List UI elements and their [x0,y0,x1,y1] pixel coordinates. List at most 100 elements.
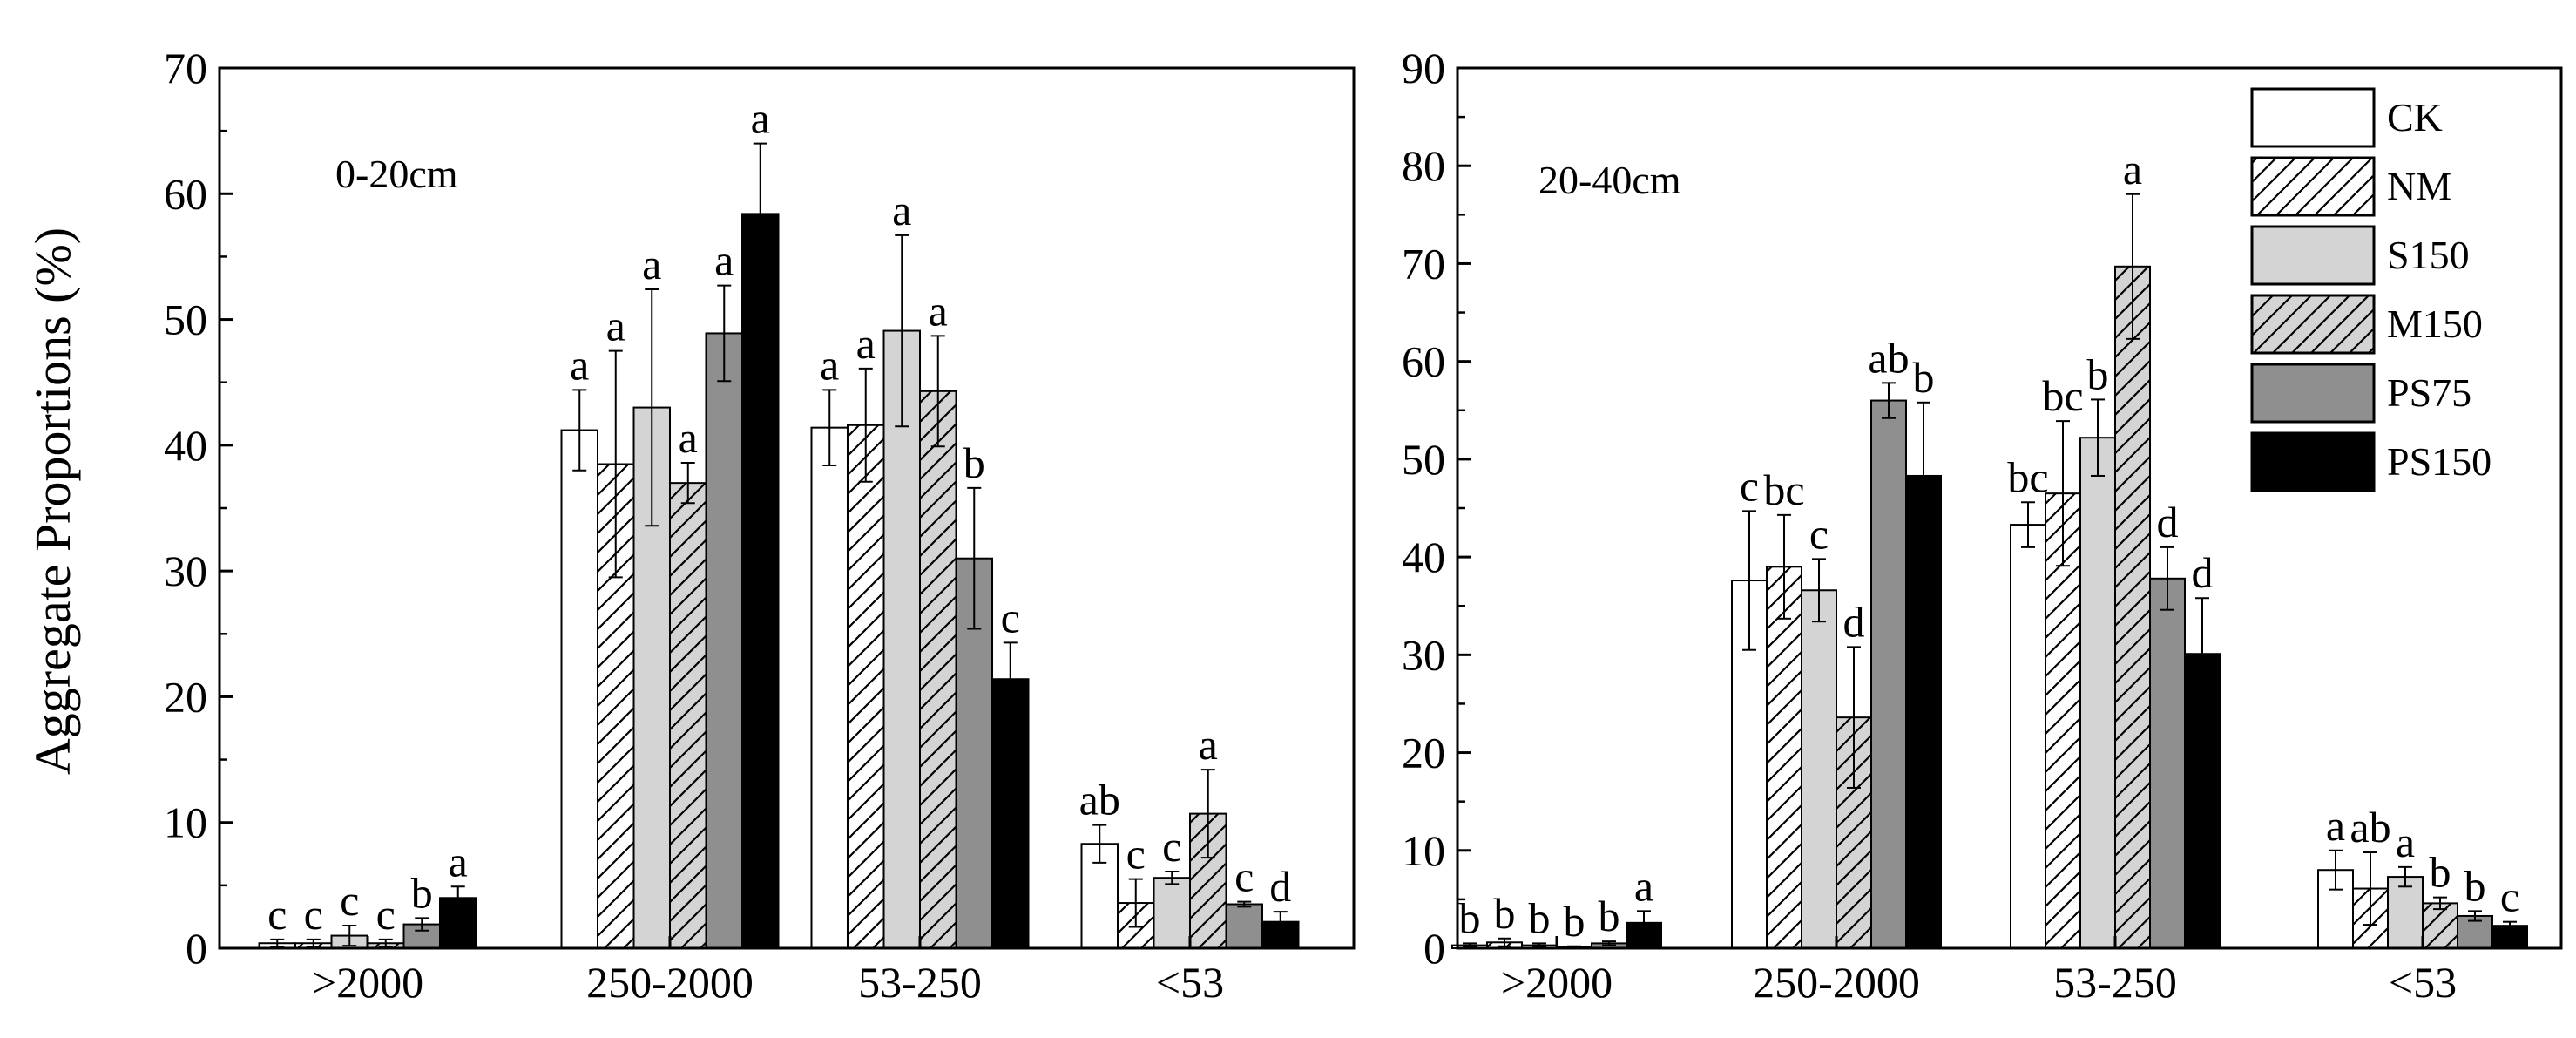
significance-letter: b [1913,353,1935,402]
significance-letter: a [642,240,661,288]
y-tick-label: 50 [1402,435,1445,484]
bar-m150-1 [669,482,707,949]
bar-s150-3 [1153,877,1191,950]
significance-letter: b [2087,349,2109,398]
significance-letter: d [1269,862,1291,911]
significance-letter: c [2500,872,2519,921]
significance-letter: b [1529,893,1551,942]
error-bars-right [1463,193,2517,949]
significance-letter: a [1634,861,1653,910]
significance-letter: b [1494,889,1516,938]
significance-letter: d [1843,597,1865,646]
bar-ck-2 [810,426,849,949]
significance-letter: c [267,890,287,939]
significance-letter: a [820,340,839,389]
bars-right [1451,265,2528,950]
x-tick-label: 250-2000 [586,958,754,1007]
significance-letter: a [2396,818,2415,866]
legend-swatch-ps150 [2250,431,2376,492]
y-tick-label: 40 [1402,533,1445,581]
bar-m150-3 [2422,902,2458,950]
significance-letter: c [376,890,396,939]
bar-m150-2 [919,390,957,950]
x-tick-label: 250-2000 [1753,958,1920,1007]
legend: CK NM S150 M150 PS75 PS150 [2245,80,2559,492]
significance-letter: c [1126,830,1146,879]
bar-nm-2 [2045,492,2081,949]
y-tick-label: 50 [164,295,207,344]
significance-letter: d [2157,498,2179,546]
y-tick-label: 20 [1402,729,1445,777]
significance-letter: c [1001,593,1020,641]
significance-letter: b [1564,897,1585,946]
y-tick-label: 60 [1402,337,1445,386]
plot-frame-left [218,66,1356,950]
significance-letter: a [892,186,911,234]
legend-swatch-ck [2250,87,2376,148]
y-tick-label: 30 [164,546,207,595]
significance-letter: c [1234,852,1254,901]
bar-m150-2 [2114,265,2151,949]
significance-letter: b [2430,848,2451,897]
bar-s150-3 [2387,876,2424,949]
significance-letter: a [570,340,589,389]
x-tick-label: 53-250 [2053,958,2177,1007]
y-tick-label: 70 [164,44,207,92]
bar-nm-2 [847,424,885,949]
bar-s150-1 [1801,589,1837,949]
x-ticks-left: >2000 250-2000 53-250 <53 [312,936,1224,1007]
panel-label-right: 20-40cm [1538,158,1681,202]
y-tick-label: 0 [186,924,207,973]
significance-letter: ab [2350,803,2390,851]
x-tick-label: >2000 [1501,958,1613,1007]
significance-letter: ab [1079,776,1120,824]
legend-label-nm: NM [2387,164,2451,208]
significance-letter: a [929,286,948,335]
bar-ps150-2 [991,678,1030,949]
significance-letter: a [449,837,468,885]
legend-label-ps75: PS75 [2387,370,2471,415]
legend-swatch-s150 [2250,225,2376,286]
plot-frame-right [1456,66,2563,950]
legend-swatch-ps75 [2250,363,2376,424]
significance-letter: b [411,868,433,917]
y-tick-label: 60 [164,169,207,218]
significance-letter: b [2464,861,2486,910]
significance-letter: c [1162,822,1181,871]
y-axis-label: Aggregate Proportions (%) [24,227,81,775]
significance-letter: bc [2042,371,2083,420]
significance-letter: b [963,438,985,487]
bar-ps75-1 [705,332,743,949]
significance-letter: ab [1868,333,1909,382]
significance-letter: a [679,413,698,462]
bar-ps75-1 [1870,399,1907,949]
y-ticks-right: 0 10 20 30 40 50 60 70 80 90 [1402,44,1471,973]
y-ticks-left: 0 10 20 30 40 50 60 70 [164,44,233,973]
legend-label-ck: CK [2387,95,2443,139]
x-tick-label: >2000 [312,958,423,1007]
x-ticks-right: >2000 250-2000 53-250 <53 [1501,936,2457,1007]
x-tick-label: 53-250 [858,958,982,1007]
legend-swatch-nm [2250,156,2376,217]
bar-ps75-3 [1225,903,1263,949]
significance-letter: a [751,94,770,143]
y-tick-label: 10 [1402,826,1445,875]
significance-letter: b [1599,892,1620,940]
bar-ck-2 [2010,524,2046,949]
significance-letter: c [1809,509,1829,558]
significance-letter: a [714,236,734,285]
error-bars-left [270,142,1288,948]
significance-letter: a [856,319,876,368]
significance-letter: b [1459,893,1481,942]
significance-letter: c [340,876,359,925]
y-tick-label: 70 [1402,239,1445,288]
panel-label-left: 0-20cm [335,152,458,196]
legend-label-ps150: PS150 [2387,439,2491,484]
significance-letter: bc [1763,465,1804,514]
x-tick-label: <53 [2389,958,2457,1007]
